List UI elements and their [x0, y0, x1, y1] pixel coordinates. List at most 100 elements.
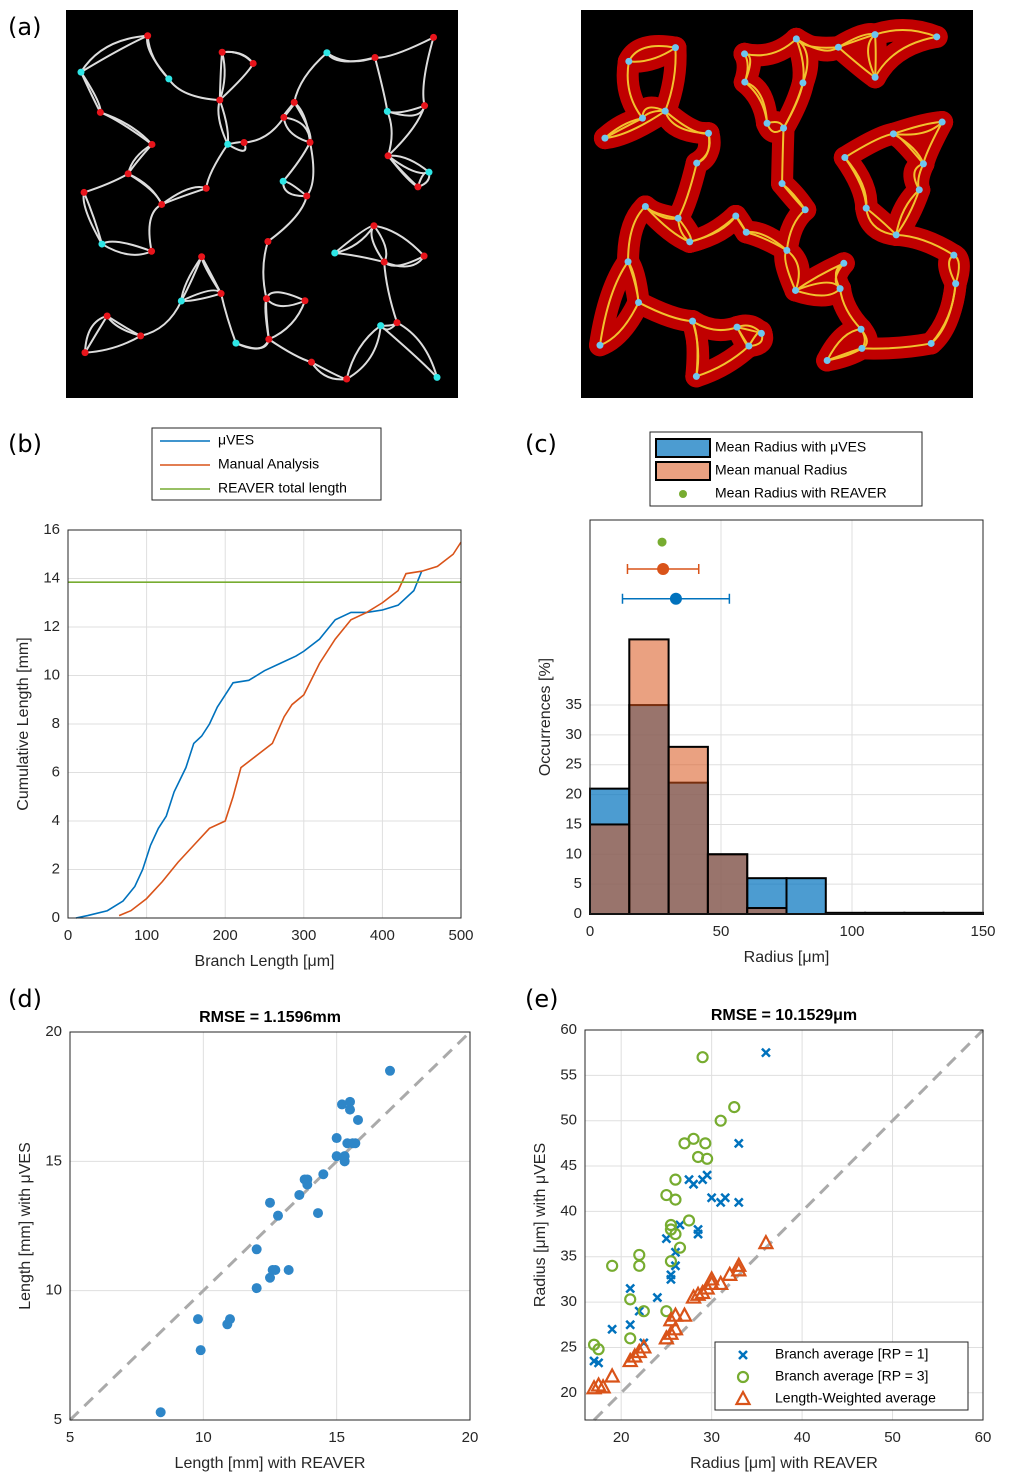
node — [840, 259, 848, 267]
marker — [302, 1179, 313, 1190]
y-tick-label: 14 — [43, 569, 60, 586]
node — [96, 108, 104, 116]
node — [692, 372, 700, 380]
marker — [699, 1137, 712, 1150]
marker — [696, 1051, 709, 1064]
marker — [345, 1096, 355, 1107]
marker — [693, 1229, 703, 1239]
hist-bar — [785, 877, 827, 916]
node — [858, 344, 866, 352]
centerline — [243, 116, 285, 144]
node — [836, 285, 844, 293]
y-tick-label: 10 — [45, 1282, 62, 1299]
node — [938, 118, 946, 126]
marker — [701, 1152, 714, 1165]
y-tick-label: 10 — [43, 666, 60, 683]
hist-bar — [667, 745, 709, 916]
hist-bar — [746, 907, 788, 915]
centerline — [689, 215, 737, 243]
legend-label: Mean Radius with μVES — [715, 439, 866, 455]
marker — [669, 1193, 682, 1206]
x-tick-label: 150 — [970, 923, 995, 940]
legend-label: μVES — [218, 432, 254, 448]
node — [380, 258, 388, 266]
marker — [594, 1378, 612, 1394]
y-tick-label: 40 — [560, 1202, 577, 1219]
x-tick-label: 200 — [213, 927, 238, 944]
node — [783, 246, 791, 254]
chart-title: RMSE = 10.1529μm — [711, 1007, 857, 1024]
centerline — [84, 334, 142, 354]
centerline — [786, 249, 800, 291]
marker — [661, 1233, 672, 1244]
node — [745, 342, 753, 350]
y-axis-label: Radius [μm] with μVES — [532, 1143, 549, 1307]
centerline — [310, 361, 347, 381]
marker — [313, 1208, 323, 1219]
legend-label: Manual Analysis — [218, 456, 319, 472]
legend-swatch — [679, 490, 687, 498]
skeleton-image — [66, 10, 458, 398]
marker — [624, 1293, 637, 1306]
marker — [676, 1306, 693, 1322]
node — [148, 247, 156, 255]
node — [732, 212, 740, 220]
y-tick-label: 4 — [52, 812, 60, 829]
centerline — [795, 38, 809, 84]
x-tick-label: 50 — [884, 1429, 901, 1446]
node — [331, 249, 339, 257]
centerline — [599, 302, 640, 347]
axes-frame — [584, 1029, 984, 1421]
node — [218, 48, 226, 56]
node — [892, 231, 900, 239]
marker — [637, 1305, 650, 1318]
x-tick-label: 15 — [328, 1429, 345, 1446]
centerline — [844, 156, 868, 209]
centerline — [874, 35, 937, 78]
node — [834, 43, 842, 51]
y-tick-label: 2 — [52, 860, 60, 877]
marker — [331, 1133, 342, 1144]
centerline — [696, 345, 750, 378]
centerline — [220, 293, 237, 344]
node — [871, 73, 879, 81]
centerline — [267, 195, 308, 243]
x-axis-label: Radius [μm] with REAVER — [690, 1455, 878, 1472]
axes-frame — [589, 519, 984, 915]
x-tick-label: 30 — [703, 1429, 720, 1446]
node — [823, 356, 831, 364]
marker — [675, 1220, 685, 1230]
node — [641, 202, 649, 210]
legend-label: Length-Weighted average — [775, 1390, 936, 1406]
centerline — [80, 34, 149, 73]
x-tick-label: 100 — [134, 927, 159, 944]
marker — [761, 1047, 771, 1058]
legend-label: Mean Radius with REAVER — [715, 485, 887, 501]
y-tick-label: 25 — [560, 1338, 577, 1355]
node — [148, 140, 156, 148]
marker — [694, 1283, 711, 1300]
centerline — [100, 111, 153, 146]
y-tick-label: 45 — [560, 1157, 577, 1174]
centerline — [373, 224, 425, 257]
marker — [251, 1283, 262, 1294]
x-tick-label: 0 — [586, 923, 594, 940]
mean-marker — [657, 562, 670, 575]
centerline — [839, 288, 862, 330]
node — [635, 298, 643, 306]
node — [741, 78, 749, 86]
node — [704, 129, 712, 137]
marker — [712, 1274, 730, 1291]
node — [686, 238, 694, 246]
node — [741, 50, 749, 58]
x-tick-label: 40 — [794, 1429, 811, 1446]
centerline — [627, 205, 647, 262]
x-axis-label: Length [mm] with REAVER — [175, 1455, 366, 1472]
node — [240, 139, 248, 147]
legend-box — [714, 1341, 969, 1411]
node — [624, 258, 632, 266]
y-tick-label: 16 — [43, 521, 60, 538]
marker — [673, 1241, 687, 1254]
legend-swatch — [655, 461, 711, 481]
